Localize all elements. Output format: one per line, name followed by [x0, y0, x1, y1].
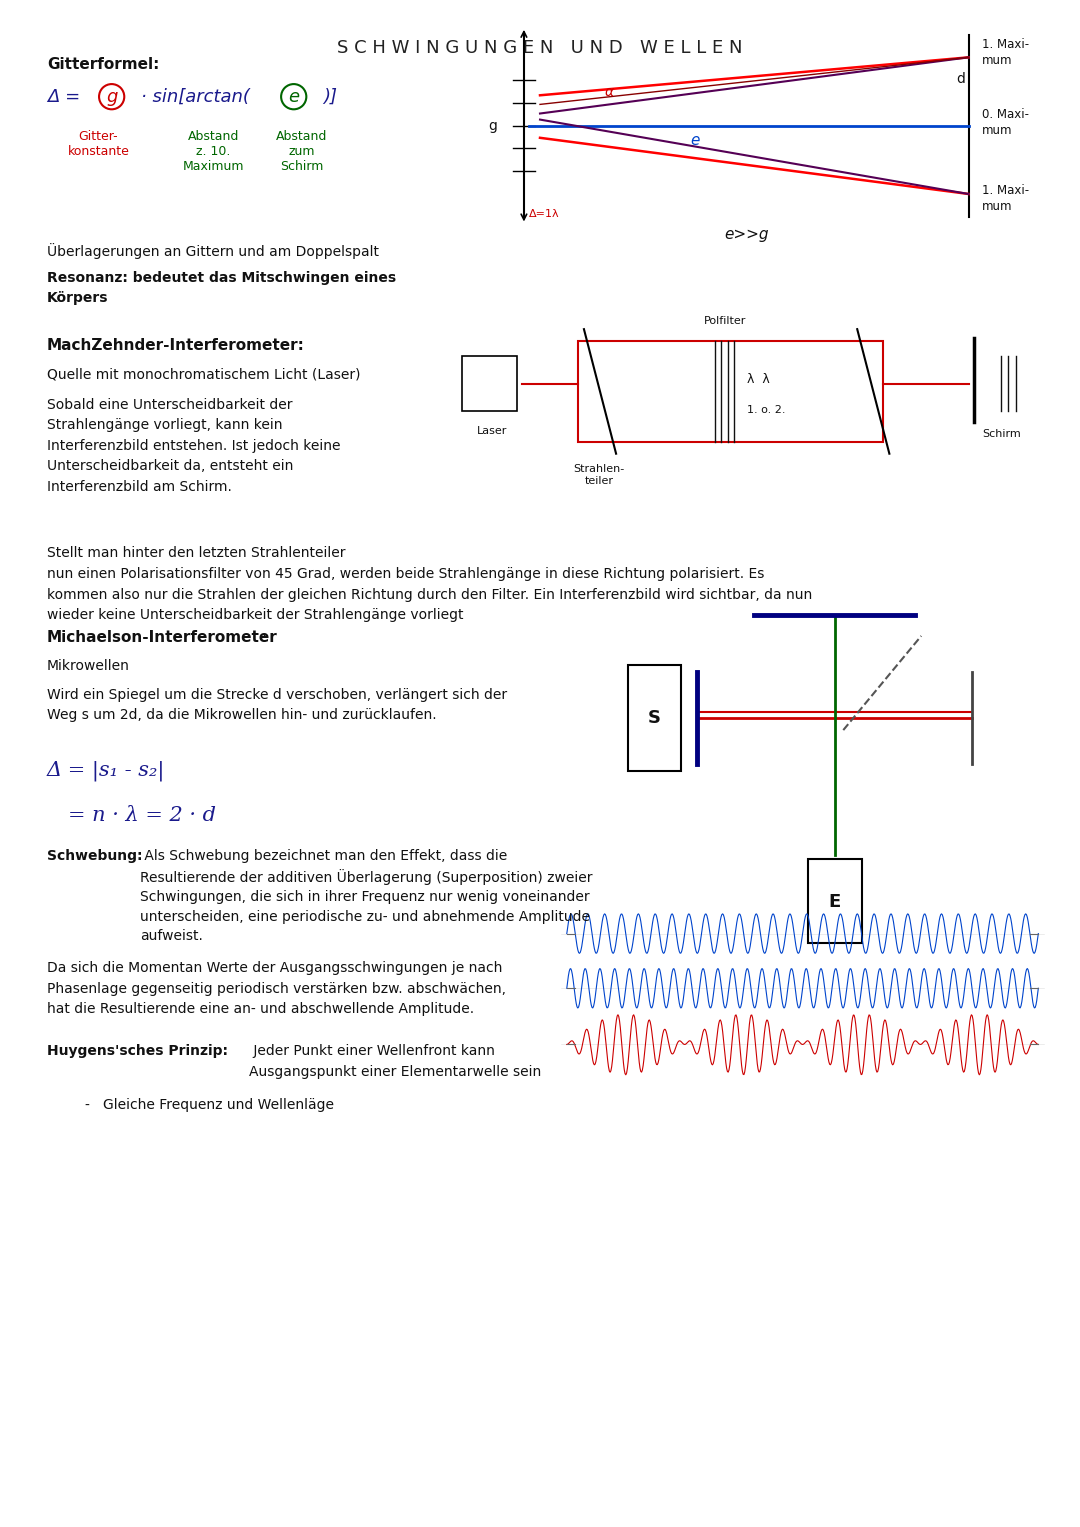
Text: 1. o. 2.: 1. o. 2.	[747, 405, 785, 415]
Bar	[808, 860, 862, 942]
Text: Strahlen-
teiler: Strahlen- teiler	[573, 464, 624, 486]
Text: · sin[arctan(: · sin[arctan(	[141, 87, 251, 105]
Text: 1. Maxi-
mum: 1. Maxi- mum	[982, 185, 1028, 214]
Text: Gitterformel:: Gitterformel:	[48, 58, 160, 72]
Text: 0. Maxi-
mum: 0. Maxi- mum	[982, 108, 1028, 137]
Text: = n · λ = 2 · d: = n · λ = 2 · d	[68, 806, 216, 825]
Text: g: g	[106, 87, 118, 105]
Text: g: g	[488, 119, 497, 133]
Text: e: e	[288, 87, 299, 105]
Text: Da sich die Momentan Werte der Ausgangsschwingungen je nach
Phasenlage gegenseit: Da sich die Momentan Werte der Ausgangss…	[48, 960, 507, 1015]
Text: λ  λ: λ λ	[747, 373, 770, 386]
Text: Jeder Punkt einer Wellenfront kann
Ausgangspunkt einer Elementarwelle sein: Jeder Punkt einer Wellenfront kann Ausga…	[248, 1044, 541, 1080]
Text: -   Gleiche Frequenz und Wellenläge: - Gleiche Frequenz und Wellenläge	[84, 1098, 334, 1112]
Text: α: α	[605, 86, 613, 99]
Text: Stellt man hinter den letzten Strahlenteiler
nun einen Polarisationsfilter von 4: Stellt man hinter den letzten Strahlente…	[48, 547, 812, 621]
Text: e: e	[690, 133, 700, 148]
Text: Abstand
zum
Schirm: Abstand zum Schirm	[276, 130, 327, 173]
Text: :: :	[261, 629, 267, 644]
Text: d: d	[956, 72, 964, 87]
Text: Als Schwebung bezeichnet man den Effekt, dass die
Resultierende der additiven Üb: Als Schwebung bezeichnet man den Effekt,…	[140, 849, 593, 944]
Text: e>>g: e>>g	[724, 228, 769, 243]
Text: Quelle mit monochromatischem Licht (Laser): Quelle mit monochromatischem Licht (Lase…	[48, 366, 361, 382]
Text: Polfilter: Polfilter	[703, 316, 746, 327]
Text: Gitter-
konstante: Gitter- konstante	[68, 130, 130, 159]
Text: )]: )]	[324, 87, 338, 105]
Text: 1. Maxi-
mum: 1. Maxi- mum	[982, 38, 1028, 67]
Text: Schwebung:: Schwebung:	[48, 849, 143, 863]
Text: Schirm: Schirm	[983, 429, 1022, 440]
Text: Δ =: Δ =	[48, 87, 86, 105]
Bar	[627, 664, 681, 771]
Text: Resonanz: bedeutet das Mitschwingen eines
Körpers: Resonanz: bedeutet das Mitschwingen eine…	[48, 272, 396, 305]
Text: S: S	[648, 709, 661, 727]
Text: Laser: Laser	[476, 426, 507, 437]
Text: Überlagerungen an Gittern und am Doppelspalt: Überlagerungen an Gittern und am Doppels…	[48, 243, 379, 258]
Text: MachZehnder-Interferometer:: MachZehnder-Interferometer:	[48, 339, 305, 353]
Text: Mikrowellen: Mikrowellen	[48, 658, 130, 673]
Bar	[578, 342, 883, 441]
Text: Michaelson-Interferometer: Michaelson-Interferometer	[48, 629, 278, 644]
Text: Δ = |s₁ - s₂|: Δ = |s₁ - s₂|	[48, 760, 165, 780]
Text: Sobald eine Unterscheidbarkeit der
Strahlengänge vorliegt, kann kein
Interferenz: Sobald eine Unterscheidbarkeit der Strah…	[48, 397, 340, 493]
Text: E: E	[828, 893, 841, 910]
Bar	[462, 356, 517, 411]
Text: Wird ein Spiegel um die Strecke d verschoben, verlängert sich der
Weg s um 2d, d: Wird ein Spiegel um die Strecke d versch…	[48, 687, 508, 722]
Text: Huygens'sches Prinzip:: Huygens'sches Prinzip:	[48, 1044, 228, 1058]
Text: Δ=1λ: Δ=1λ	[529, 209, 559, 220]
Text: S C H W I N G U N G E N   U N D   W E L L E N: S C H W I N G U N G E N U N D W E L L E …	[337, 40, 743, 56]
Text: Abstand
z. 10.
Maximum: Abstand z. 10. Maximum	[183, 130, 244, 173]
